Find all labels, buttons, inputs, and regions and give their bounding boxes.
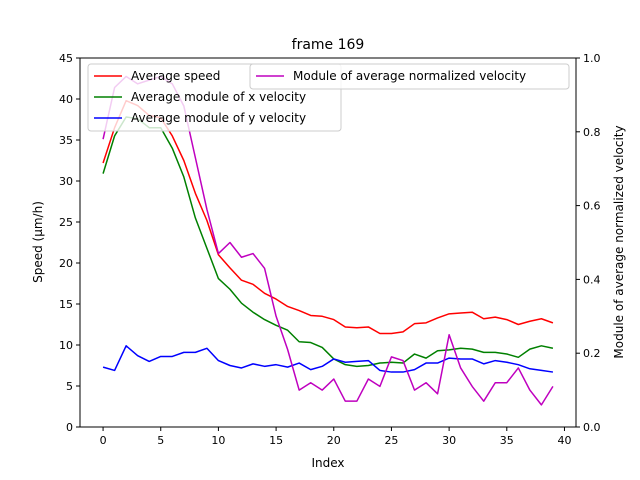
y-right-tick-label: 0.4 xyxy=(583,273,601,286)
y-left-tick-label: 25 xyxy=(59,216,73,229)
y-right-tick-label: 1.0 xyxy=(583,52,601,65)
y-right-tick-label: 0.0 xyxy=(583,421,601,434)
y-left-tick-label: 40 xyxy=(59,93,73,106)
y-left-axis-ticks: 0 5 10 15 20 25 30 35 40 45 xyxy=(59,52,80,434)
y-right-tick-label: 0.6 xyxy=(583,200,601,213)
y-right-tick-label: 0.2 xyxy=(583,347,601,360)
y-left-tick-label: 20 xyxy=(59,257,73,270)
plot-frame xyxy=(79,57,577,428)
y-right-axis-ticks: 0.0 0.2 0.4 0.6 0.8 1.0 xyxy=(576,52,601,434)
y-left-tick-label: 45 xyxy=(59,52,73,65)
y-left-tick-label: 0 xyxy=(66,421,73,434)
y-left-axis-label: Speed (μm/h) xyxy=(31,201,45,283)
x-tick-label: 0 xyxy=(100,434,107,447)
x-axis-label: Index xyxy=(311,456,344,470)
y-left-tick-label: 30 xyxy=(59,175,73,188)
x-tick-label: 30 xyxy=(442,434,456,447)
series-line-average-module-of-x-velocity xyxy=(102,116,554,368)
y-left-tick-label: 15 xyxy=(59,298,73,311)
x-axis-ticks: 0 5 10 15 20 25 30 35 40 xyxy=(100,427,571,447)
x-tick-label: 25 xyxy=(384,434,398,447)
y-left-tick-label: 35 xyxy=(59,134,73,147)
y-left-tick-label: 5 xyxy=(66,380,73,393)
x-tick-label: 15 xyxy=(269,434,283,447)
x-tick-label: 35 xyxy=(500,434,514,447)
x-tick-label: 20 xyxy=(327,434,341,447)
legend-right-box xyxy=(249,63,570,90)
chart-title: frame 169 xyxy=(292,37,365,53)
legend-label-y-velocity: Average module of y velocity xyxy=(131,111,306,125)
legend-right: Module of average normalized velocity xyxy=(249,63,570,90)
legend-label-x-velocity: Average module of x velocity xyxy=(131,90,306,104)
x-tick-label: 40 xyxy=(557,434,571,447)
y-right-tick-label: 0.8 xyxy=(583,126,601,139)
legend-label-average-speed: Average speed xyxy=(131,69,220,83)
series-line-average-module-of-y-velocity xyxy=(102,345,554,373)
y-right-axis-label: Module of average normalized velocity xyxy=(612,125,626,358)
series-line-average-speed xyxy=(102,99,554,335)
legend-label-normalized-velocity: Module of average normalized velocity xyxy=(293,69,526,83)
x-tick-label: 5 xyxy=(157,434,164,447)
y-left-tick-label: 10 xyxy=(59,339,73,352)
x-tick-label: 10 xyxy=(211,434,225,447)
